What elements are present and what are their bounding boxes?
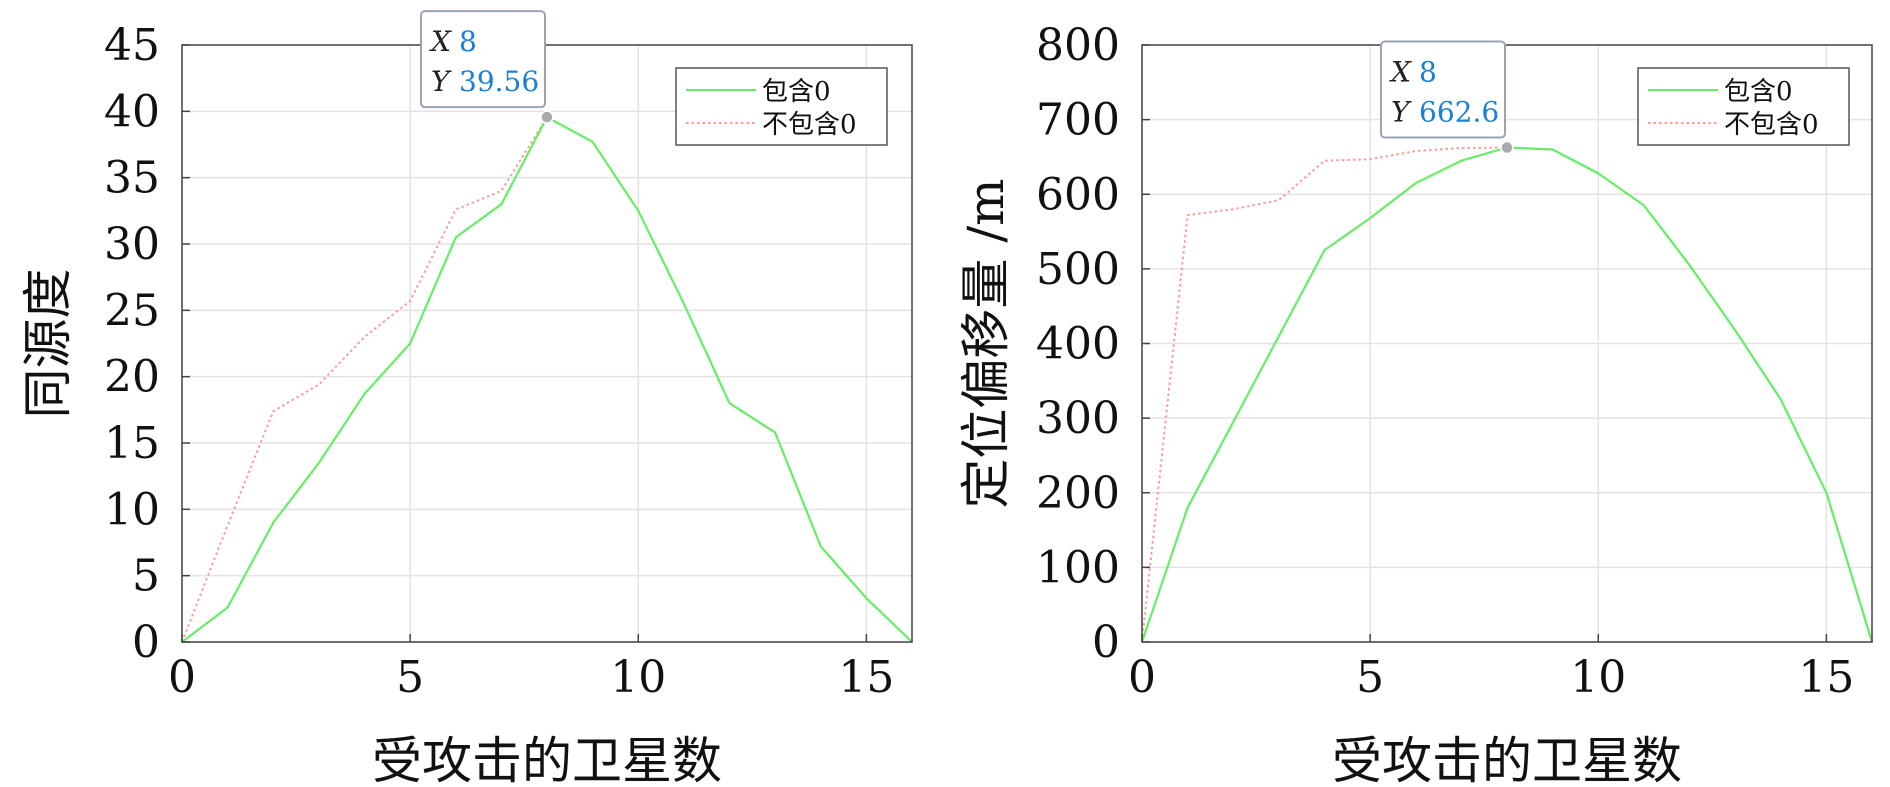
datatip-y-label: Y — [1391, 96, 1412, 129]
datatip-x-value: 8 — [1419, 56, 1437, 89]
datatip-x-value: 8 — [459, 25, 477, 58]
x-tick-label: 0 — [1128, 652, 1156, 703]
y-tick-label: 20 — [104, 352, 160, 403]
legend[interactable]: 包含0 不包含0 — [675, 67, 888, 146]
y-tick-label: 5 — [132, 551, 160, 602]
y-tick-label: 25 — [104, 285, 160, 336]
y-tick-label: 200 — [1036, 468, 1120, 519]
datatip-marker[interactable] — [1500, 140, 1514, 155]
plot-area[interactable] — [181, 44, 913, 643]
y-tick-label: 0 — [132, 617, 160, 668]
y-tick-label: 600 — [1036, 169, 1120, 220]
y-tick-label: 300 — [1036, 393, 1120, 444]
datatip-box — [420, 10, 546, 109]
x-tick-label: 10 — [1570, 652, 1626, 703]
series-line-exclude-zero[interactable] — [181, 116, 913, 643]
legend-box — [675, 67, 888, 146]
legend[interactable]: 包含0 不包含0 — [1637, 67, 1850, 146]
y-tick-label: 500 — [1036, 244, 1120, 295]
datatip-y-value: 39.56 — [459, 65, 539, 98]
datatip[interactable]: X 8 Y 662.6 — [1380, 40, 1514, 155]
y-tick-label: 35 — [104, 153, 160, 204]
y-axis-title: 定位偏移量 /m — [957, 178, 1015, 508]
y-tick-label: 0 — [1092, 617, 1120, 668]
x-tick-label: 5 — [396, 652, 424, 703]
datatip-x-label: X — [429, 25, 452, 58]
datatip-y-value: 662.6 — [1419, 96, 1499, 129]
x-tick-label: 15 — [838, 652, 894, 703]
legend-box — [1637, 67, 1850, 146]
legend-label-exclude-zero: 不包含0 — [1724, 110, 1819, 140]
datatip-marker[interactable] — [540, 110, 554, 124]
x-tick-label: 10 — [610, 652, 666, 703]
y-tick-label: 700 — [1036, 95, 1120, 146]
y-axis-title: 同源度 — [19, 269, 77, 419]
y-tick-label: 100 — [1036, 542, 1120, 593]
y-tick-label: 30 — [104, 219, 160, 270]
x-tick-label: 0 — [168, 652, 196, 703]
y-tick-label: 10 — [104, 484, 160, 535]
y-tick-label: 400 — [1036, 319, 1120, 370]
datatip-box — [1380, 40, 1506, 139]
legend-label-exclude-zero: 不包含0 — [762, 110, 857, 140]
x-axis-title: 受攻击的卫星数 — [372, 732, 722, 787]
datatip[interactable]: X 8 Y 39.56 — [420, 10, 554, 124]
datatip-y-label: Y — [431, 65, 452, 98]
y-tick-label: 45 — [104, 20, 160, 71]
series-line-include-zero[interactable] — [181, 116, 913, 643]
legend-label-include-zero: 包含0 — [1724, 77, 1793, 107]
x-axis-title: 受攻击的卫星数 — [1332, 732, 1682, 787]
y-tick-label: 800 — [1036, 20, 1120, 71]
x-tick-label: 5 — [1356, 652, 1384, 703]
y-tick-label: 40 — [104, 86, 160, 137]
x-tick-label: 15 — [1798, 652, 1854, 703]
legend-label-include-zero: 包含0 — [762, 77, 831, 107]
y-tick-label: 15 — [104, 418, 160, 469]
datatip-x-label: X — [1389, 56, 1412, 89]
